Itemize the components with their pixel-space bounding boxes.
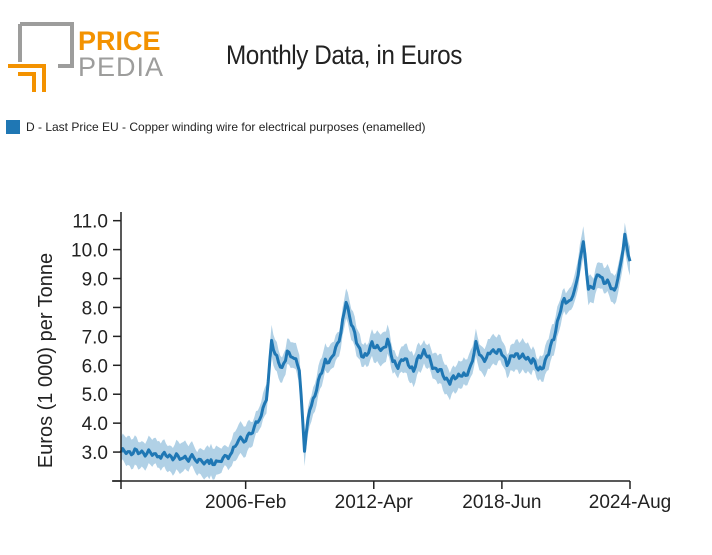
y-tick-label: 5.0 [82,385,108,406]
y-tick-label: 6.0 [82,356,108,377]
series-range-band [121,222,630,480]
x-tick-label: 2006-Feb [205,492,286,513]
range-band-layer [121,222,630,480]
y-tick-label: 8.0 [82,298,108,319]
series-line [119,232,632,467]
chart-title: Monthly Data, in Euros [226,40,462,70]
logo-text-price: PRICE [78,26,161,56]
legend[interactable]: D - Last Price EU - Copper winding wire … [6,119,426,135]
x-tick-label: 2018-Jun [462,492,541,513]
logo-mark-orange-inner [18,72,36,92]
pricepedia-logo: PRICE PEDIA [8,22,164,92]
y-tick-label: 10.0 [71,241,108,262]
legend-swatch [6,120,20,134]
y-tick-label: 11.0 [72,212,108,233]
series-line-layer [119,232,632,467]
x-tick-label: 2024-Aug [589,492,671,513]
x-tick-label: 2012-Apr [335,492,414,513]
y-tick-label: 9.0 [82,270,108,291]
axes-layer: 3.0 4.0 5.0 6.0 7.0 8.0 9.0 10.0 11.0 2006-Feb 201… [35,212,671,513]
logo-mark-gray [20,22,74,68]
legend-label: D - Last Price EU - Copper winding wire … [26,120,426,134]
y-tick-label: 4.0 [82,414,108,435]
logo-mark-orange [8,64,46,92]
y-axis-label: Euros (1 000) per Tonne [35,253,57,468]
y-tick-label: 7.0 [82,327,108,348]
logo-text-pedia: PEDIA [78,52,164,82]
y-tick-label: 3.0 [82,443,108,464]
